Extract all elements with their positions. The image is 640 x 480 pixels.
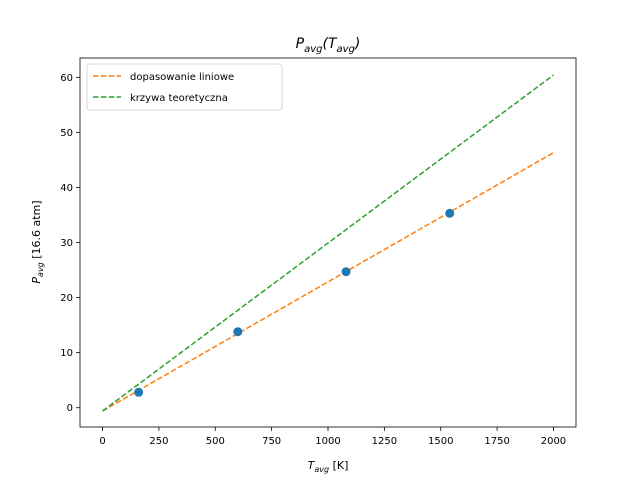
y-tick-label: 40 (60, 183, 73, 194)
legend-box (86, 63, 283, 111)
x-tick-label: 250 (149, 436, 168, 447)
y-axis-label: Pavg [16.6 atm] (30, 200, 45, 283)
x-tick-label: 1750 (484, 436, 509, 447)
y-tick-label: 60 (60, 73, 73, 84)
legend-label-theory: krzywa teoretyczna (130, 93, 228, 104)
legend: dopasowanie liniowe krzywa teoretyczna (86, 63, 283, 111)
data-point (341, 267, 351, 277)
chart-title: Pavg(Tavg) (296, 36, 361, 55)
x-tick-label: 2000 (541, 436, 566, 447)
x-tick-label: 1000 (315, 436, 340, 447)
y-tick-label: 50 (60, 128, 73, 139)
y-tick-label: 0 (67, 403, 73, 414)
x-tick-label: 1250 (372, 436, 397, 447)
x-tick-label: 750 (262, 436, 281, 447)
x-tick-label: 500 (206, 436, 225, 447)
x-tick-label: 0 (99, 436, 105, 447)
x-tick-label: 1500 (428, 436, 453, 447)
data-point (233, 327, 243, 337)
data-point (445, 208, 455, 218)
y-tick-label: 20 (60, 293, 73, 304)
data-point (134, 387, 144, 397)
y-tick-label: 10 (60, 348, 73, 359)
plot-area (102, 74, 554, 412)
legend-label-fit: dopasowanie liniowe (130, 72, 234, 83)
axes-frame (79, 57, 577, 428)
y-tick-label: 30 (60, 238, 73, 249)
series-line-1 (102, 74, 554, 412)
x-axis-label: Tavg [K] (308, 459, 349, 474)
axis-ticks: 0 250 500 750 1000 1250 1500 1750 2000 0 10 20 30 40 5… (60, 73, 566, 447)
